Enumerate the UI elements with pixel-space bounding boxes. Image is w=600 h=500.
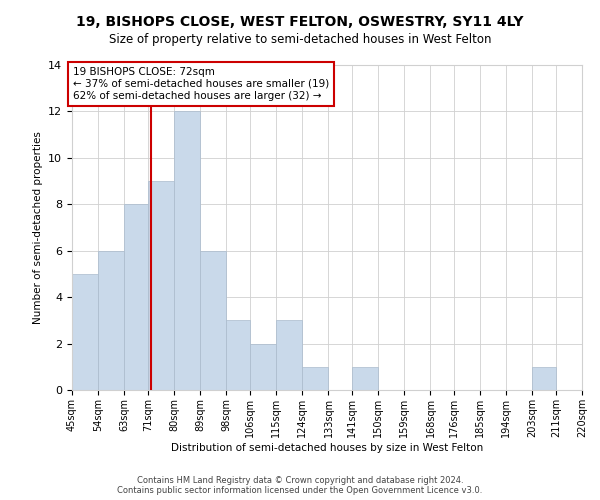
Bar	[200, 250, 226, 390]
Bar	[226, 320, 250, 390]
Bar	[276, 320, 302, 390]
Bar	[302, 367, 328, 390]
Text: Size of property relative to semi-detached houses in West Felton: Size of property relative to semi-detach…	[109, 32, 491, 46]
Bar	[72, 274, 98, 390]
Bar	[148, 181, 174, 390]
Bar	[250, 344, 276, 390]
Text: 19 BISHOPS CLOSE: 72sqm
← 37% of semi-detached houses are smaller (19)
62% of se: 19 BISHOPS CLOSE: 72sqm ← 37% of semi-de…	[73, 68, 329, 100]
Text: Contains HM Land Registry data © Crown copyright and database right 2024.
Contai: Contains HM Land Registry data © Crown c…	[118, 476, 482, 495]
Text: 19, BISHOPS CLOSE, WEST FELTON, OSWESTRY, SY11 4LY: 19, BISHOPS CLOSE, WEST FELTON, OSWESTRY…	[76, 15, 524, 29]
Bar	[98, 250, 124, 390]
Bar	[352, 367, 378, 390]
X-axis label: Distribution of semi-detached houses by size in West Felton: Distribution of semi-detached houses by …	[171, 442, 483, 452]
Bar	[124, 204, 148, 390]
Bar	[174, 112, 200, 390]
Y-axis label: Number of semi-detached properties: Number of semi-detached properties	[32, 131, 43, 324]
Bar	[532, 367, 556, 390]
